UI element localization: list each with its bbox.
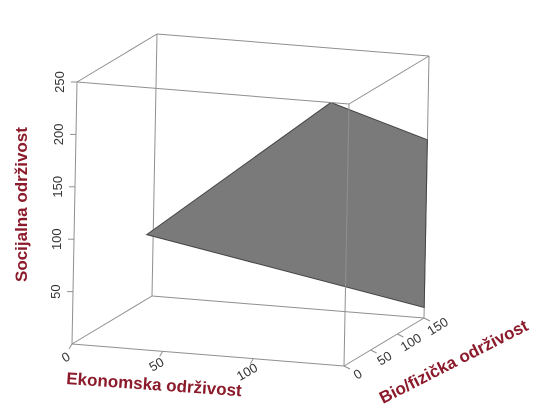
box-edge-back	[343, 317, 425, 367]
z-tick-label: 50	[48, 284, 63, 298]
box-edge-back	[151, 33, 158, 297]
y-tick-label: 0	[351, 366, 365, 383]
z-tick-label: 150	[50, 176, 65, 198]
z-tick-label: 100	[49, 228, 64, 250]
box-edge-back	[156, 33, 430, 57]
box-front-edges	[71, 33, 430, 367]
x-tick-label: 0	[59, 349, 73, 366]
z-tick-label: 250	[52, 71, 67, 93]
y-tick-label: 150	[424, 314, 450, 338]
x-tick-mark	[68, 343, 73, 350]
box-edge-front	[343, 103, 350, 367]
surface-plane	[145, 101, 428, 309]
x-tick-mark	[159, 351, 164, 357]
x-tick-mark	[249, 358, 254, 364]
box-edge-front	[71, 81, 78, 345]
y-tick-mark	[343, 365, 351, 370]
surface-layer	[145, 101, 428, 309]
box-edge-front	[76, 33, 158, 83]
box-edge-back	[151, 295, 425, 319]
box-edge-back	[71, 295, 153, 345]
box-edge-front	[348, 55, 430, 105]
y-tick-mark	[423, 317, 431, 322]
y-tick-label: 100	[398, 330, 424, 354]
x-tick-label: 50	[146, 354, 166, 374]
box-edge-front	[76, 81, 350, 105]
y-axis-title: Bio/fizička održivost	[376, 316, 531, 408]
z-tick-label: 200	[51, 124, 66, 146]
y-tick-mark	[397, 333, 404, 338]
y-tick-mark	[370, 349, 377, 354]
z-axis-title: Socijalna održivost	[12, 127, 31, 282]
box-edge-back	[71, 343, 345, 367]
y-tick-label: 50	[374, 348, 394, 368]
